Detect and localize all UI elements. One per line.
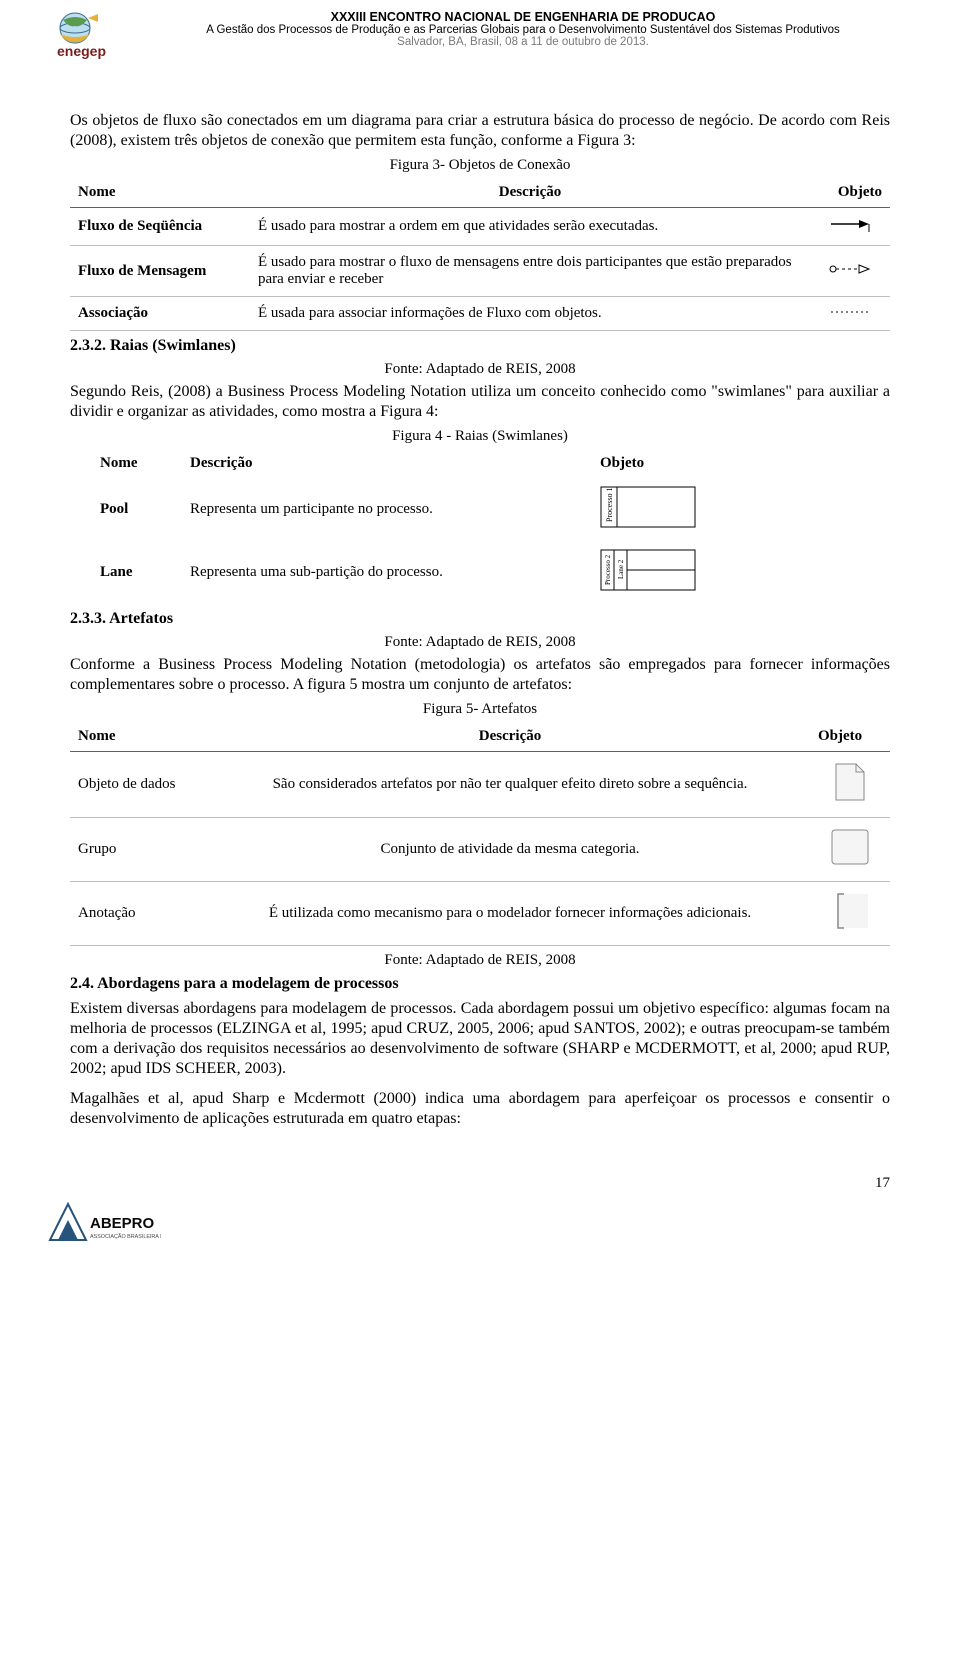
cell-obj: Processo 1	[592, 478, 712, 541]
figure-5-table: Nome Descrição Objeto Objeto de dados Sã…	[70, 722, 890, 946]
cell-desc: Representa um participante no processo.	[182, 478, 592, 541]
table-row: Fluxo de Seqüência É usado para mostrar …	[70, 208, 890, 246]
page-number: 17	[0, 1151, 960, 1192]
cell-desc: Conjunto de atividade da mesma categoria…	[210, 818, 810, 882]
figure-3-source: Fonte: Adaptado de REIS, 2008	[70, 361, 890, 378]
figure-5-caption: Figura 5- Artefatos	[70, 701, 890, 718]
cell-desc: São considerados artefatos por não ter q…	[210, 752, 810, 818]
table-row: Lane Representa uma sub-partição do proc…	[92, 541, 712, 604]
cell-name: Anotação	[70, 882, 210, 946]
figure-5-source: Fonte: Adaptado de REIS, 2008	[70, 952, 890, 969]
cell-obj	[810, 818, 890, 882]
svg-text:ASSOCIAÇÃO BRASILEIRA DE ENGEN: ASSOCIAÇÃO BRASILEIRA DE ENGENHARIA DE P…	[90, 1233, 161, 1240]
cell-obj	[810, 297, 890, 331]
cell-obj	[810, 752, 890, 818]
cell-name: Fluxo de Mensagem	[70, 246, 250, 297]
header-title: XXXIII ENCONTRO NACIONAL DE ENGENHARIA D…	[146, 10, 900, 24]
th-nome: Nome	[70, 722, 210, 752]
figure-4-caption: Figura 4 - Raias (Swimlanes)	[70, 428, 890, 445]
data-obj-icon	[832, 762, 868, 802]
paragraph-4: Existem diversas abordagens para modelag…	[70, 999, 890, 1079]
abepro-logo: ABEPRO ASSOCIAÇÃO BRASILEIRA DE ENGENHAR…	[46, 1200, 161, 1256]
paragraph-3: Conforme a Business Process Modeling Not…	[70, 655, 890, 695]
svg-text:ABEPRO: ABEPRO	[90, 1215, 155, 1232]
seq-arrow-icon	[829, 216, 871, 232]
figure-3-table: Nome Descrição Objeto Fluxo de Seqüência…	[70, 178, 890, 331]
th-descricao: Descrição	[250, 178, 810, 208]
table-row: Grupo Conjunto de atividade da mesma cat…	[70, 818, 890, 882]
th-objeto: Objeto	[810, 722, 890, 752]
msg-arrow-icon	[829, 261, 871, 277]
cell-desc: É utilizada como mecanismo para o modela…	[210, 882, 810, 946]
table-header-row: Nome Descrição Objeto	[70, 178, 890, 208]
heading-232: 2.3.2. Raias (Swimlanes)	[70, 337, 890, 355]
paragraph-2: Segundo Reis, (2008) a Business Process …	[70, 382, 890, 422]
cell-name: Associação	[70, 297, 250, 331]
cell-desc: É usado para mostrar o fluxo de mensagen…	[250, 246, 810, 297]
table-row: Objeto de dados São considerados artefat…	[70, 752, 890, 818]
cell-desc: É usada para associar informações de Flu…	[250, 297, 810, 331]
heading-233: 2.3.3. Artefatos	[70, 610, 890, 628]
header-subtitle: A Gestão dos Processos de Produção e as …	[146, 24, 900, 36]
th-objeto: Objeto	[592, 449, 712, 478]
figure-4-table: Nome Descrição Objeto Pool Representa um…	[92, 449, 712, 604]
cell-obj	[810, 208, 890, 246]
th-nome: Nome	[70, 178, 250, 208]
table-header-row: Nome Descrição Objeto	[92, 449, 712, 478]
cell-desc: Representa uma sub-partição do processo.	[182, 541, 592, 604]
paragraph-1: Os objetos de fluxo são conectados em um…	[70, 111, 890, 151]
cell-name: Fluxo de Seqüência	[70, 208, 250, 246]
pool-icon: Processo 1	[600, 486, 696, 528]
cell-name: Lane	[92, 541, 182, 604]
group-icon	[830, 828, 870, 866]
th-descricao: Descrição	[210, 722, 810, 752]
table-row: Associação É usada para associar informa…	[70, 297, 890, 331]
assoc-line-icon	[829, 307, 871, 317]
page-header: enegep XXXIII ENCONTRO NACIONAL DE ENGEN…	[0, 0, 960, 71]
page-content: Os objetos de fluxo são conectados em um…	[0, 71, 960, 1151]
table-row: Anotação É utilizada como mecanismo para…	[70, 882, 890, 946]
table-header-row: Nome Descrição Objeto	[70, 722, 890, 752]
figure-3-caption: Figura 3- Objetos de Conexão	[70, 157, 890, 174]
header-meta: Salvador, BA, Brasil, 08 a 11 de outubro…	[146, 36, 900, 48]
svg-text:Processo 2: Processo 2	[604, 554, 612, 585]
th-objeto: Objeto	[810, 178, 890, 208]
cell-name: Grupo	[70, 818, 210, 882]
cell-obj	[810, 882, 890, 946]
th-nome: Nome	[92, 449, 182, 478]
cell-name: Objeto de dados	[70, 752, 210, 818]
figure-4-source: Fonte: Adaptado de REIS, 2008	[70, 634, 890, 651]
cell-name: Pool	[92, 478, 182, 541]
header-text: XXXIII ENCONTRO NACIONAL DE ENGENHARIA D…	[146, 10, 900, 48]
page-footer: ABEPRO ASSOCIAÇÃO BRASILEIRA DE ENGENHAR…	[0, 1192, 960, 1256]
paragraph-5: Magalhães et al, apud Sharp e Mcdermott …	[70, 1089, 890, 1129]
th-descricao: Descrição	[182, 449, 592, 478]
table-row: Pool Representa um participante no proce…	[92, 478, 712, 541]
svg-text:enegep: enegep	[57, 43, 106, 59]
cell-obj	[810, 246, 890, 297]
table-row: Fluxo de Mensagem É usado para mostrar o…	[70, 246, 890, 297]
svg-text:Lane 2: Lane 2	[617, 559, 625, 579]
svg-text:Processo 1: Processo 1	[605, 488, 614, 522]
annotation-icon	[830, 892, 870, 930]
heading-24: 2.4. Abordagens para a modelagem de proc…	[70, 975, 890, 993]
cell-desc: É usado para mostrar a ordem em que ativ…	[250, 208, 810, 246]
lane-icon: Processo 2 Lane 2	[600, 549, 696, 591]
enegep-logo: enegep	[50, 10, 136, 65]
cell-obj: Processo 2 Lane 2	[592, 541, 712, 604]
